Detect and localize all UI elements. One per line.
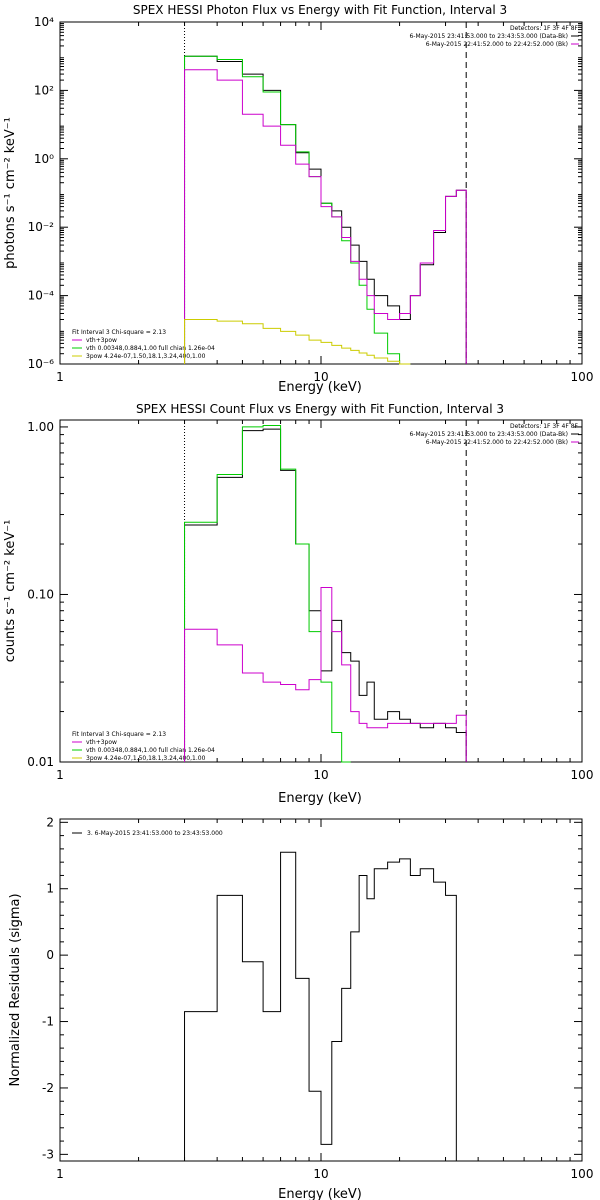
count-flux-header-bk: 6-May-2015 22:41:52.000 to 22:42:52.000 … — [426, 439, 568, 446]
photon-flux-y-tick-label: 10² — [34, 83, 54, 97]
residuals-y-tick-label: -2 — [42, 1081, 54, 1095]
photon-flux-y-tick-label: 10⁻² — [28, 220, 55, 234]
count-flux-y-tick-label: 0.01 — [27, 755, 54, 769]
photon-flux-legend-vth: vth 0.00348,0.884,1.00 full chian 1.26e-… — [86, 345, 215, 352]
photon-flux-y-tick-label: 10⁻⁴ — [28, 289, 55, 303]
residuals-y-tick-label: -3 — [42, 1147, 54, 1161]
count-flux-legend-total: vth+3pow — [86, 739, 117, 746]
photon-flux-title: SPEX HESSI Photon Flux vs Energy with Fi… — [133, 3, 507, 17]
residuals-x-tick-label: 10 — [313, 1167, 328, 1181]
photon-flux-header-detectors: Detectors: 1F 3F 4F 8F — [510, 25, 579, 32]
count-flux-header-data: 6-May-2015 23:41:53.000 to 23:43:53.000 … — [409, 431, 568, 438]
residuals-ylabel: Normalized Residuals (sigma) — [8, 893, 23, 1086]
photon-flux-y-tick-label: 10⁰ — [34, 152, 54, 166]
count-flux-legend-3pow: 3pow 4.24e-07,1.50,18.1,3.24,400,1.00 — [86, 755, 206, 762]
photon-flux-legend-total: vth+3pow — [86, 337, 117, 344]
count-flux-title: SPEX HESSI Count Flux vs Energy with Fit… — [136, 402, 504, 416]
residuals-y-tick-label: 1 — [46, 882, 54, 896]
photon-flux-fit-interval: Fit Interval 3 Chi-square = 2.13 — [72, 329, 166, 336]
photon-flux-panel: SPEX HESSI Photon Flux vs Energy with Fi… — [3, 3, 593, 395]
count-flux-x-tick-label: 100 — [571, 768, 594, 782]
count-flux-series-data-bk — [184, 428, 467, 762]
photon-flux-x-tick-label: 100 — [571, 370, 594, 384]
count-flux-y-tick-label: 1.00 — [27, 420, 54, 434]
count-flux-fit-interval: Fit Interval 3 Chi-square = 2.13 — [72, 731, 166, 738]
photon-flux-header-data: 6-May-2015 23:41:53.000 to 23:43:53.000 … — [409, 33, 568, 40]
count-flux-legend-vth: vth 0.00348,0.884,1.00 full chian 1.26e-… — [86, 747, 215, 754]
photon-flux-x-tick-label: 1 — [56, 370, 64, 384]
count-flux-panel: SPEX HESSI Count Flux vs Energy with Fit… — [3, 402, 593, 806]
photon-flux-series-3pow — [184, 319, 411, 365]
residuals-xlabel: Energy (keV) — [278, 1187, 362, 1200]
residuals-x-tick-label: 1 — [56, 1167, 64, 1181]
count-flux-y-tick-label: 0.10 — [27, 587, 54, 601]
photon-flux-y-tick-label: 10⁴ — [34, 15, 54, 29]
residuals-panel: Normalized Residuals (sigma) Energy (keV… — [8, 815, 593, 1200]
photon-flux-legend-3pow: 3pow 4.24e-07,1.50,18.1,3.24,400,1.00 — [86, 353, 206, 360]
count-flux-series-vth — [184, 424, 351, 763]
photon-flux-header-bk: 6-May-2015 22:41:52.000 to 22:42:52.000 … — [426, 41, 568, 48]
photon-flux-xlabel: Energy (keV) — [278, 380, 362, 395]
photon-flux-series-vth — [184, 55, 411, 365]
count-flux-ylabel: counts s⁻¹ cm⁻² keV⁻¹ — [3, 520, 18, 663]
residuals-legend: 3. 6-May-2015 23:41:53.000 to 23:43:53.0… — [87, 830, 223, 837]
count-flux-x-tick-label: 10 — [313, 768, 328, 782]
photon-flux-ylabel: photons s⁻¹ cm⁻² keV⁻¹ — [3, 117, 18, 269]
photon-flux-series-data-bk — [184, 55, 467, 364]
residuals-y-tick-label: -1 — [42, 1015, 54, 1029]
photon-flux-y-tick-label: 10⁻⁶ — [28, 357, 55, 371]
residuals-y-tick-label: 0 — [46, 948, 54, 962]
count-flux-x-tick-label: 1 — [56, 768, 64, 782]
photon-flux-series-vth-3pow — [184, 69, 467, 364]
count-flux-xlabel: Energy (keV) — [278, 791, 362, 806]
count-flux-series-bk — [184, 587, 467, 762]
residuals-series-3-6-may-2015-23-41-53-000-to-23-43-53-000 — [184, 851, 467, 1162]
count-flux-header-detectors: Detectors: 1F 3F 4F 8F — [510, 423, 579, 430]
photon-flux-x-tick-label: 10 — [313, 370, 328, 384]
residuals-x-tick-label: 100 — [571, 1167, 594, 1181]
residuals-y-tick-label: 2 — [46, 815, 54, 829]
